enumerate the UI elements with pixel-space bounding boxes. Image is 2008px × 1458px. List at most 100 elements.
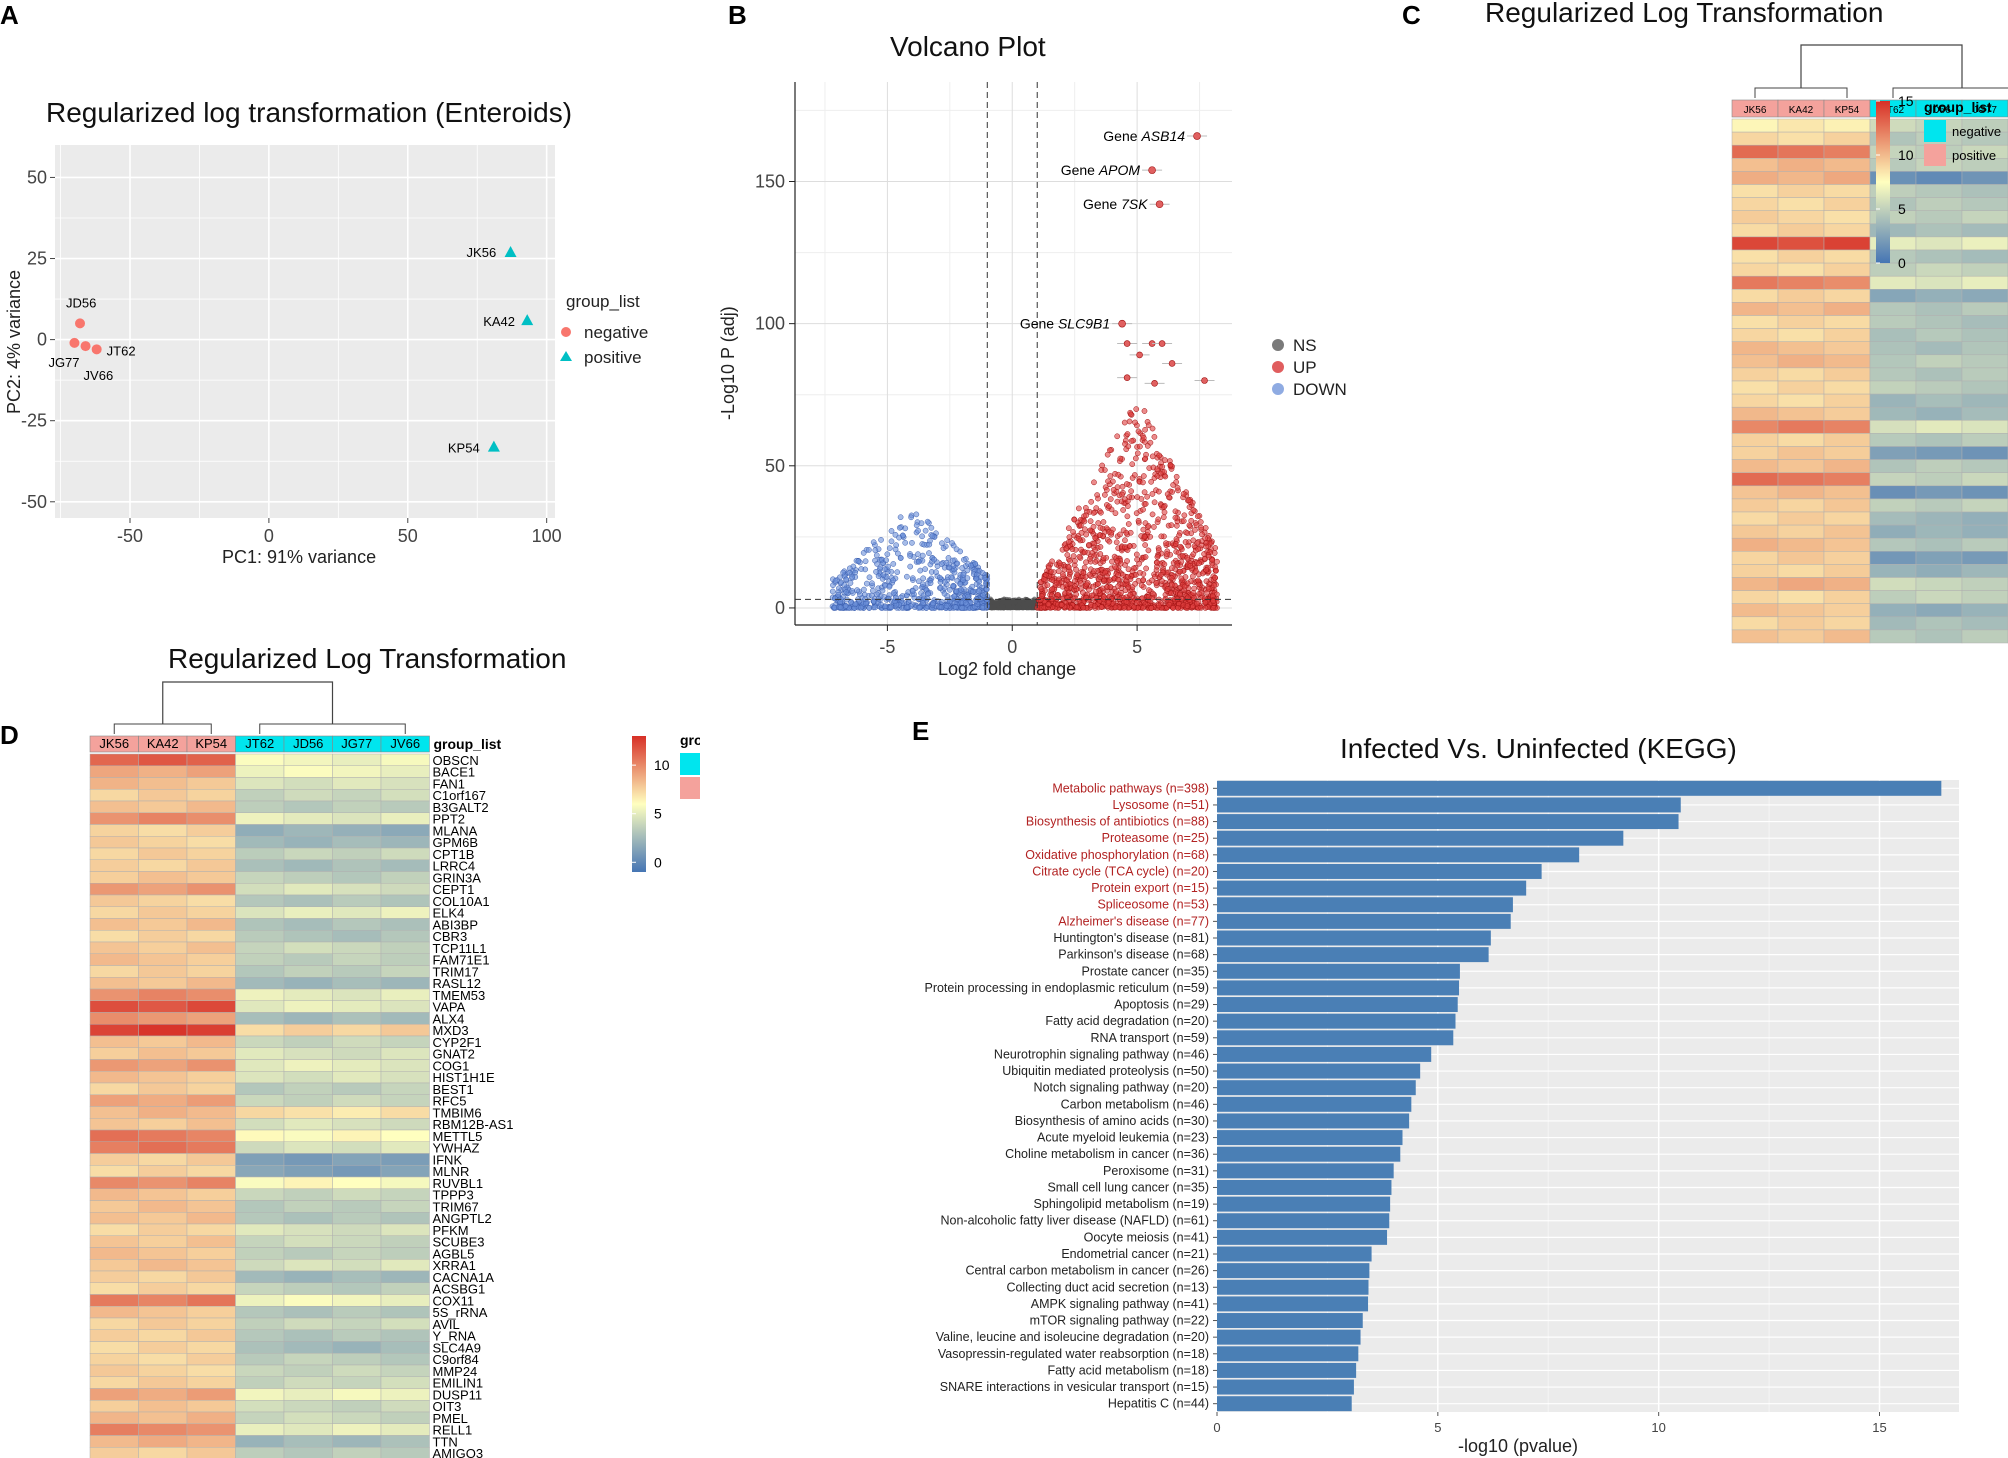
chart-d-cell [380, 1364, 430, 1377]
chart-b-point-up [1149, 511, 1156, 518]
chart-b-point-down [873, 568, 879, 575]
chart-d-cell [138, 1047, 188, 1060]
chart-c-cell [1961, 328, 2008, 342]
gene-label-name: SLC9B1 [1058, 316, 1110, 332]
chart-b-point-up [1140, 435, 1147, 441]
chart-d-row-label: B3GALT2 [433, 800, 489, 815]
chart-d-row-label: TTN [433, 1434, 458, 1449]
chart-d-row-label: MLNR [433, 1164, 470, 1179]
chart-d-cell [138, 1188, 188, 1201]
chart-c-cell [1777, 289, 1825, 303]
chart-b-point-up [1071, 516, 1078, 523]
chart-d-cell [283, 859, 333, 872]
chart-d-cell [332, 1188, 382, 1201]
chart-d-row-label: TCP11L1 [433, 941, 487, 956]
chart-d-cell [332, 1000, 382, 1013]
chart-d-cell [138, 1071, 188, 1084]
gene-label-name: APOM [1098, 162, 1141, 178]
chart-b-point-down [879, 587, 886, 594]
chart-d-row-label: TMEM53 [433, 988, 486, 1003]
chart-d-cell [380, 824, 430, 837]
chart-b-point-down [863, 580, 870, 587]
chart-b-point-up [1100, 519, 1107, 525]
chart-c-cell [1961, 629, 2008, 644]
chart-d-cell [380, 1353, 430, 1366]
chart-d-cell [332, 1071, 382, 1084]
chart-c-cell [1869, 289, 1917, 303]
chart-b-point-down [946, 564, 953, 571]
chart-d-cell [380, 1153, 430, 1166]
chart-d-row-label: DUSP11 [433, 1387, 483, 1402]
chart-b-point-down [922, 527, 929, 534]
chart-c-cell [1731, 498, 1779, 513]
chart-d-cell [283, 1435, 333, 1448]
chart-a-point-jd56 [75, 318, 85, 329]
chart-b-point-up [1053, 579, 1060, 586]
chart-b-point-down [930, 600, 936, 607]
chart-d-cell [332, 1447, 382, 1458]
chart-d-row-label: PPT2 [433, 812, 466, 827]
chart-b-point-up [1133, 599, 1140, 606]
chart-c-cell [1869, 616, 1917, 631]
chart-b-point-up [1164, 551, 1170, 557]
chart-d-cell [235, 883, 285, 896]
chart-b-point-up [1113, 588, 1119, 595]
chart-a-plot-area: -50 0 50 100 -50 -25 0 25 50 JD56 JG77 JV66 JT62 JK56… [21, 145, 562, 546]
chart-b-point-ns [998, 604, 1004, 610]
chart-e-category-label: Protein export (n=15) [1091, 881, 1209, 895]
chart-c-cell [1961, 446, 2008, 460]
chart-c-cell [1777, 524, 1825, 539]
chart-e-bar [1217, 780, 1942, 796]
chart-d-cell [89, 1165, 139, 1178]
chart-b-point-up [1095, 581, 1101, 587]
chart-c-cell [1777, 446, 1825, 460]
chart-b-point-down [888, 604, 895, 610]
chart-d-cell [235, 1012, 285, 1025]
chart-b-point-up [1168, 581, 1175, 588]
chart-b-gene-point [1148, 166, 1156, 174]
chart-d-cell [380, 1141, 430, 1154]
chart-b-point-down [849, 574, 855, 580]
chart-b-point-up [1081, 549, 1088, 555]
chart-d-cell [186, 1435, 236, 1448]
chart-d-row-label: AMIGO3 [433, 1446, 484, 1458]
chart-d-cell [186, 753, 236, 766]
chart-b-point-up [1154, 554, 1161, 560]
chart-c-cell [1961, 380, 2008, 395]
chart-d-cell [89, 1294, 139, 1307]
chart-c-colorbar-label: 5 [1898, 201, 1906, 217]
chart-d-cell [332, 800, 382, 813]
gene-label-prefix: Gene [1103, 128, 1141, 144]
chart-b-point-up [1104, 451, 1111, 458]
chart-c-cell [1823, 354, 1871, 369]
chart-d-row-label: RELL1 [433, 1423, 473, 1438]
chart-b-point-up [1093, 588, 1099, 595]
chart-d-cell [89, 847, 139, 860]
chart-b-point-down [939, 540, 945, 547]
chart-d-cell [380, 1000, 430, 1013]
chart-b-point-down [949, 540, 955, 546]
chart-d-cell [380, 859, 430, 872]
chart-c-cell [1961, 577, 2008, 591]
chart-d-cell [283, 1165, 333, 1178]
chart-d-cell [138, 894, 188, 907]
chart-d-cell [89, 977, 139, 990]
chart-b-point-up [1124, 574, 1131, 580]
chart-b-xtick-label: -5 [879, 637, 895, 657]
chart-b-point-up [1159, 578, 1165, 584]
chart-d-cell [332, 1353, 382, 1366]
chart-d-dendrogram-pos [113, 723, 212, 734]
chart-c-cell [1777, 537, 1825, 552]
chart-b-point-down [919, 552, 926, 559]
chart-b-point-up [1095, 520, 1102, 526]
chart-b-point-up [1083, 512, 1089, 519]
chart-b-point-up [1040, 576, 1047, 583]
chart-d-cell [89, 941, 139, 954]
chart-c-cell [1731, 511, 1779, 526]
chart-b-point-up [1059, 571, 1066, 578]
chart-b-point-up [1108, 529, 1115, 536]
chart-c-cell [1961, 551, 2008, 565]
chart-b-point-up [1193, 522, 1200, 528]
chart-c-cell [1823, 616, 1871, 631]
chart-d-row-label: EMILIN1 [433, 1376, 484, 1391]
